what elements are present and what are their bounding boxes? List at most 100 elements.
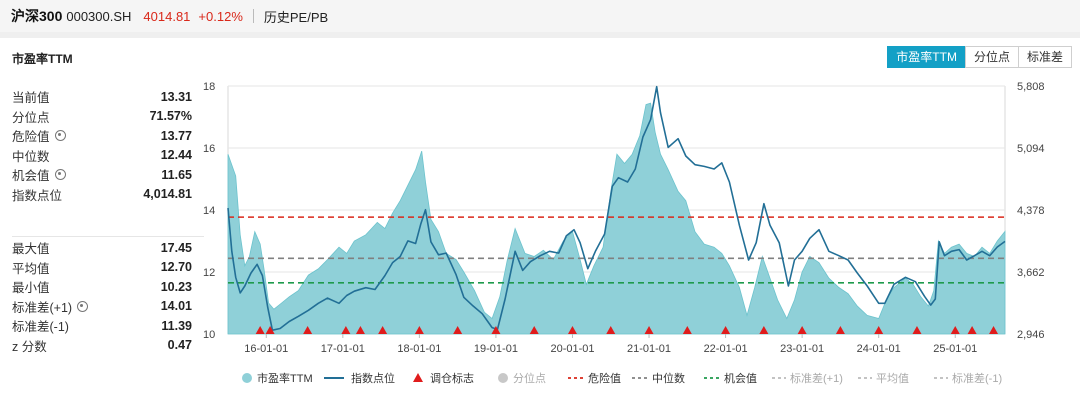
rebalance-marker [874,326,884,334]
history-pe-pb-link[interactable]: 历史PE/PB [263,9,329,25]
rebalance-marker [567,326,577,334]
stat-row: 最小值 10.23 [12,277,192,297]
legend-swatch-percentile [498,373,508,383]
y-tick-label-left: 10 [203,329,215,341]
pe-area [227,102,1006,335]
x-tick-label: 21-01-01 [627,343,671,355]
x-tick-label: 19-01-01 [474,343,518,355]
top-bar: 沪深300 000300.SH 4014.81 +0.12% 历史PE/PB [0,0,1080,32]
rebalance-marker [355,326,365,334]
y-tick-label-left: 14 [203,205,215,217]
stat-value: 0.47 [167,338,192,353]
gear-icon[interactable] [77,300,89,312]
index-line [227,85,1006,331]
stat-value: 12.44 [160,148,192,163]
stat-label: 标准差(+1) [12,300,73,315]
legend-swatch-pe [242,373,252,383]
rebalance-marker [759,326,769,334]
tab-pe-ttm[interactable]: 市盈率TTM [887,46,966,68]
y-tick-label-right: 3,662 [1017,267,1045,279]
panel-title: 市盈率TTM [12,52,73,66]
rebalance-marker [644,326,654,334]
stat-row: z 分数 0.47 [12,336,192,356]
legend-label-pe: 市盈率TTM [257,371,313,385]
stat-row: 当前值 13.31 [12,87,192,107]
y-tick-label-right: 5,094 [1017,143,1045,155]
y-tick-label-left: 18 [203,81,215,93]
rebalance-marker [529,326,539,334]
stat-row: 标准差(-1) 11.39 [12,316,192,336]
rebalance-marker [341,326,351,334]
legend-label-median: 中位数 [652,371,685,385]
x-tick-label: 17-01-01 [321,343,365,355]
tab-percentile[interactable]: 分位点 [964,46,1019,68]
stat-row: 危险值 13.77 [12,126,192,146]
rebalance-marker [414,326,424,334]
stat-label: 最大值 [12,242,50,257]
rebalance-marker [453,326,463,334]
x-tick-label: 20-01-01 [550,343,594,355]
rebalance-marker [606,326,616,334]
rebalance-marker [265,326,275,334]
rebalance-marker [721,326,731,334]
rebalance-marker [491,326,501,334]
stat-label: 危险值 [12,130,50,145]
metric-tabs: 市盈率TTM 分位点 标准差 [887,46,1072,68]
x-tick-label: 16-01-01 [244,343,288,355]
rebalance-marker [378,326,388,334]
stat-value: 17.45 [160,240,192,255]
stat-label: 机会值 [12,169,50,184]
stat-row: 平均值 12.70 [12,258,192,278]
legend-label-mean: 平均值 [876,372,909,385]
stat-value: 11.39 [161,318,192,333]
stat-label: 标准差(-1) [12,320,69,335]
stat-value: 11.65 [161,167,192,182]
legend-label-std-minus: 标准差(-1) [952,371,1002,385]
gear-icon[interactable] [54,130,66,142]
index-code: 000300.SH [66,8,132,24]
rebalance-marker [967,326,977,334]
stats-current: 当前值 13.31 分位点 71.57% 危险值 13.77 中位数 12.44 机会值… [12,87,192,204]
rebalance-marker [912,326,922,334]
stat-value: 13.77 [160,128,192,143]
legend-label-index: 指数点位 [351,371,395,385]
stat-value: 14.01 [160,299,192,314]
gear-icon[interactable] [54,169,66,181]
legend-label-danger: 危险值 [588,371,621,385]
stat-row: 指数点位 4,014.81 [12,185,192,205]
stat-value: 12.70 [160,260,192,275]
stat-value: 4,014.81 [143,187,192,202]
stat-value: 13.31 [160,89,192,104]
rebalance-marker [255,326,265,334]
y-tick-label-right: 4,378 [1017,205,1045,217]
stat-row: 分位点 71.57% [12,107,192,127]
rebalance-marker [797,326,807,334]
rebalance-marker [835,326,845,334]
legend-label-std-plus: 标准差(+1) [790,371,843,385]
y-tick-label-left: 16 [203,143,215,155]
x-tick-label: 24-01-01 [857,343,901,355]
stat-value: 10.23 [160,279,192,294]
rebalance-marker [303,326,313,334]
stat-value: 71.57% [149,109,192,124]
x-tick-label: 23-01-01 [780,343,824,355]
stat-row: 机会值 11.65 [12,165,192,185]
x-tick-label: 25-01-01 [933,343,977,355]
stat-label: 最小值 [12,281,50,296]
stat-row: 中位数 12.44 [12,146,192,166]
stat-label: 分位点 [12,110,50,125]
y-tick-label-right: 2,946 [1017,329,1045,341]
stats-divider [12,236,204,237]
stat-label: 中位数 [12,149,50,164]
rebalance-marker [989,326,999,334]
y-tick-label-right: 5,808 [1017,81,1045,93]
x-tick-label: 22-01-01 [704,343,748,355]
tab-std-dev[interactable]: 标准差 [1017,46,1072,68]
valuation-panel: 市盈率TTM 市盈率TTM 分位点 标准差 当前值 13.31 分位点 71.57%… [0,38,1080,405]
stat-label: z 分数 [12,339,47,354]
legend-swatch-rebalance [413,373,423,382]
rebalance-marker [950,326,960,334]
rebalance-marker [682,326,692,334]
index-name: 沪深300 [11,8,63,24]
